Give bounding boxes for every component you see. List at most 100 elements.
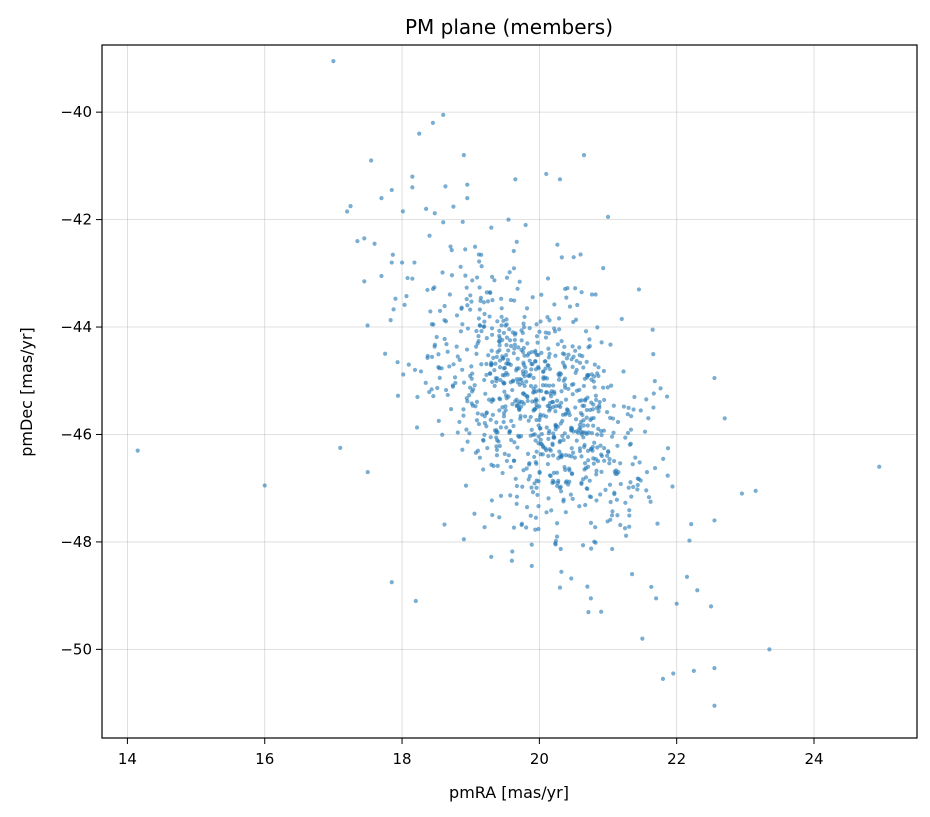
scatter-point bbox=[628, 441, 633, 446]
scatter-point bbox=[670, 484, 675, 489]
scatter-point bbox=[435, 385, 440, 391]
scatter-point bbox=[583, 502, 588, 508]
scatter-point bbox=[489, 274, 495, 279]
scatter-point bbox=[450, 383, 455, 388]
scatter-point bbox=[444, 341, 449, 347]
scatter-point bbox=[503, 408, 508, 413]
scatter-point bbox=[594, 397, 599, 403]
scatter-point bbox=[577, 387, 582, 392]
scatter-point bbox=[543, 383, 549, 388]
scatter-point bbox=[606, 449, 611, 454]
scatter-point bbox=[591, 379, 596, 384]
scatter-point bbox=[484, 290, 489, 295]
scatter-point bbox=[594, 498, 599, 503]
scatter-point bbox=[477, 259, 482, 264]
scatter-point bbox=[502, 373, 507, 378]
scatter-point bbox=[540, 383, 546, 388]
scatter-point bbox=[552, 329, 558, 334]
scatter-point bbox=[476, 316, 481, 321]
scatter-point bbox=[514, 494, 520, 499]
scatter-point bbox=[464, 285, 469, 290]
scatter-point bbox=[511, 458, 517, 463]
scatter-point bbox=[447, 292, 452, 297]
scatter-point bbox=[622, 526, 628, 531]
scatter-point bbox=[623, 533, 629, 538]
scatter-point bbox=[567, 468, 572, 473]
scatter-point bbox=[477, 285, 482, 290]
scatter-point bbox=[526, 477, 531, 482]
scatter-point bbox=[494, 453, 500, 458]
scatter-point bbox=[399, 260, 405, 265]
grid bbox=[102, 45, 917, 738]
scatter-point bbox=[595, 325, 600, 330]
scatter-point bbox=[562, 383, 568, 388]
scatter-point bbox=[467, 385, 473, 390]
scatter-point bbox=[512, 298, 517, 303]
x-tick-label: 20 bbox=[530, 750, 549, 768]
scatter-point bbox=[573, 286, 578, 291]
scatter-point bbox=[598, 443, 603, 448]
scatter-point bbox=[532, 481, 537, 486]
scatter-point bbox=[582, 461, 588, 466]
scatter-point bbox=[440, 432, 445, 437]
scatter-point bbox=[481, 324, 486, 329]
scatter-point bbox=[442, 336, 447, 342]
scatter-point bbox=[451, 204, 456, 209]
scatter-point bbox=[629, 572, 635, 577]
scatter-point bbox=[494, 420, 499, 425]
scatter-point bbox=[559, 569, 564, 574]
scatter-point bbox=[535, 340, 540, 345]
scatter-point bbox=[614, 471, 620, 477]
scatter-point bbox=[522, 383, 527, 388]
scatter-point bbox=[534, 461, 539, 466]
scatter-point bbox=[712, 375, 717, 381]
scatter-point bbox=[563, 453, 568, 458]
scatter-point bbox=[362, 236, 367, 241]
scatter-point bbox=[515, 445, 520, 450]
scatter-point bbox=[602, 458, 607, 463]
scatter-point bbox=[538, 412, 543, 417]
scatter-point bbox=[581, 153, 587, 158]
scatter-point bbox=[556, 377, 562, 382]
scatter-point bbox=[510, 549, 515, 554]
scatter-point bbox=[545, 461, 551, 467]
scatter-point bbox=[521, 321, 526, 326]
scatter-point bbox=[557, 585, 563, 590]
scatter-point bbox=[534, 352, 539, 357]
scatter-point bbox=[587, 337, 592, 342]
scatter-point bbox=[501, 419, 506, 425]
scatter-point bbox=[514, 483, 520, 489]
scatter-point bbox=[470, 278, 475, 283]
scatter-point bbox=[593, 292, 598, 297]
scatter-point bbox=[503, 404, 508, 409]
scatter-point bbox=[484, 336, 489, 341]
scatter-point bbox=[544, 171, 549, 177]
scatter-point bbox=[469, 299, 474, 304]
scatter-point bbox=[404, 294, 409, 299]
scatter-point bbox=[484, 410, 489, 415]
scatter-point bbox=[556, 316, 562, 321]
scatter-point bbox=[658, 386, 663, 391]
scatter-point bbox=[611, 458, 617, 464]
scatter-point bbox=[545, 276, 551, 281]
scatter-point bbox=[518, 434, 524, 439]
scatter-point bbox=[618, 522, 623, 528]
x-tick-label: 14 bbox=[118, 750, 137, 768]
scatter-point bbox=[400, 209, 405, 214]
scatter-point bbox=[671, 671, 676, 676]
scatter-point bbox=[642, 429, 648, 434]
scatter-point bbox=[553, 409, 558, 414]
axis-ticks: 14 16 18 20 22 24 −40 −42 −44 −46 −48 −50 bbox=[60, 103, 823, 768]
scatter-point bbox=[586, 430, 591, 435]
scatter-point bbox=[461, 413, 466, 418]
scatter-point bbox=[473, 450, 479, 455]
scatter-point bbox=[391, 307, 396, 312]
scatter-point bbox=[546, 346, 551, 351]
scatter-point bbox=[625, 412, 630, 417]
scatter-point bbox=[390, 252, 395, 257]
scatter-point bbox=[527, 373, 532, 379]
scatter-point bbox=[607, 456, 612, 462]
scatter-point bbox=[591, 456, 596, 461]
scatter-point bbox=[586, 458, 591, 463]
scatter-point bbox=[499, 314, 504, 319]
